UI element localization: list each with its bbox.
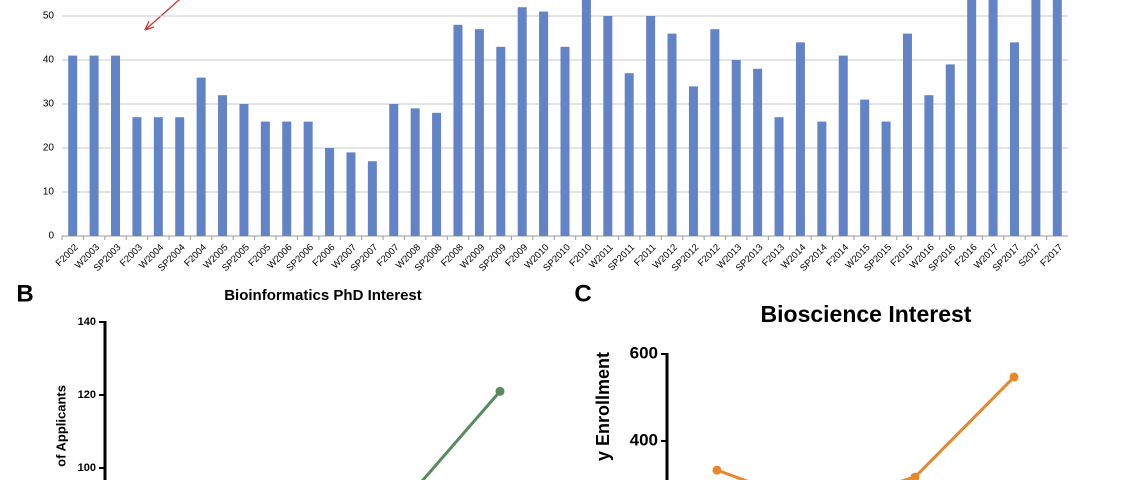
bar	[646, 16, 656, 236]
bar	[967, 0, 977, 236]
bar	[539, 11, 549, 236]
bar	[132, 117, 142, 236]
bar	[795, 42, 805, 237]
bar	[924, 95, 934, 236]
point	[1009, 372, 1019, 382]
x-tick-label: F2017	[1038, 242, 1065, 269]
bar	[945, 64, 955, 237]
y-axis-label: of Applicants	[53, 385, 68, 467]
bar	[581, 0, 591, 236]
y-tick-label: 30	[43, 99, 55, 110]
point	[910, 472, 920, 480]
y-tick-label: 600	[630, 343, 658, 362]
bar	[624, 73, 634, 236]
bar	[389, 104, 399, 236]
bar	[196, 77, 206, 236]
bar	[688, 86, 698, 237]
y-tick-label: 40	[43, 55, 55, 66]
bar	[153, 117, 163, 236]
line	[716, 375, 1016, 480]
bar	[774, 117, 784, 236]
bar	[753, 68, 763, 236]
bar	[1009, 42, 1019, 237]
bar	[367, 161, 377, 236]
bar	[603, 16, 613, 236]
bar	[432, 112, 442, 236]
y-axis-label: y Enrollment	[593, 352, 613, 461]
bar	[111, 55, 121, 236]
annotation-arrow	[144, 0, 180, 31]
y-tick-label: 10	[43, 187, 55, 198]
bar	[838, 55, 848, 236]
x-tick-label: S2017	[1017, 242, 1044, 269]
bar	[667, 33, 677, 236]
bar	[902, 33, 912, 236]
bar	[282, 121, 292, 236]
bar	[881, 121, 891, 236]
bar	[710, 29, 720, 237]
y-tick-label: 0	[48, 231, 54, 242]
arrow-shaft	[144, 0, 180, 31]
bar	[474, 29, 484, 237]
chart-title: Bioinformatics PhD Interest	[224, 287, 422, 304]
point	[495, 386, 505, 396]
y-tick-label: 400	[630, 430, 658, 449]
bar	[1031, 0, 1041, 236]
bar	[860, 99, 870, 236]
bar	[517, 7, 527, 237]
bar	[988, 0, 998, 236]
bar	[731, 60, 741, 236]
arrow-head	[144, 20, 155, 31]
point	[712, 465, 722, 475]
bar	[68, 55, 78, 236]
y-tick-label: 140	[78, 316, 96, 328]
y-tick-label: 120	[78, 389, 96, 401]
y-tick-label: 20	[43, 143, 55, 154]
panel-label: B	[16, 280, 33, 307]
bar	[346, 152, 356, 236]
bar	[560, 46, 570, 236]
bar	[239, 104, 249, 236]
bar	[817, 121, 827, 236]
bar	[496, 46, 506, 236]
bar	[325, 148, 335, 236]
bar	[453, 24, 463, 236]
y-tick-label: 50	[43, 11, 55, 22]
line	[421, 390, 502, 480]
bar	[218, 95, 228, 236]
bar	[175, 117, 185, 236]
y-tick-label: 100	[78, 462, 96, 474]
bar	[260, 121, 270, 236]
bar	[1052, 0, 1062, 236]
bar	[410, 108, 420, 236]
chart-title: Bioscience Interest	[761, 301, 972, 327]
bar	[89, 55, 99, 236]
panel-label: C	[574, 280, 591, 307]
bar	[303, 121, 313, 236]
